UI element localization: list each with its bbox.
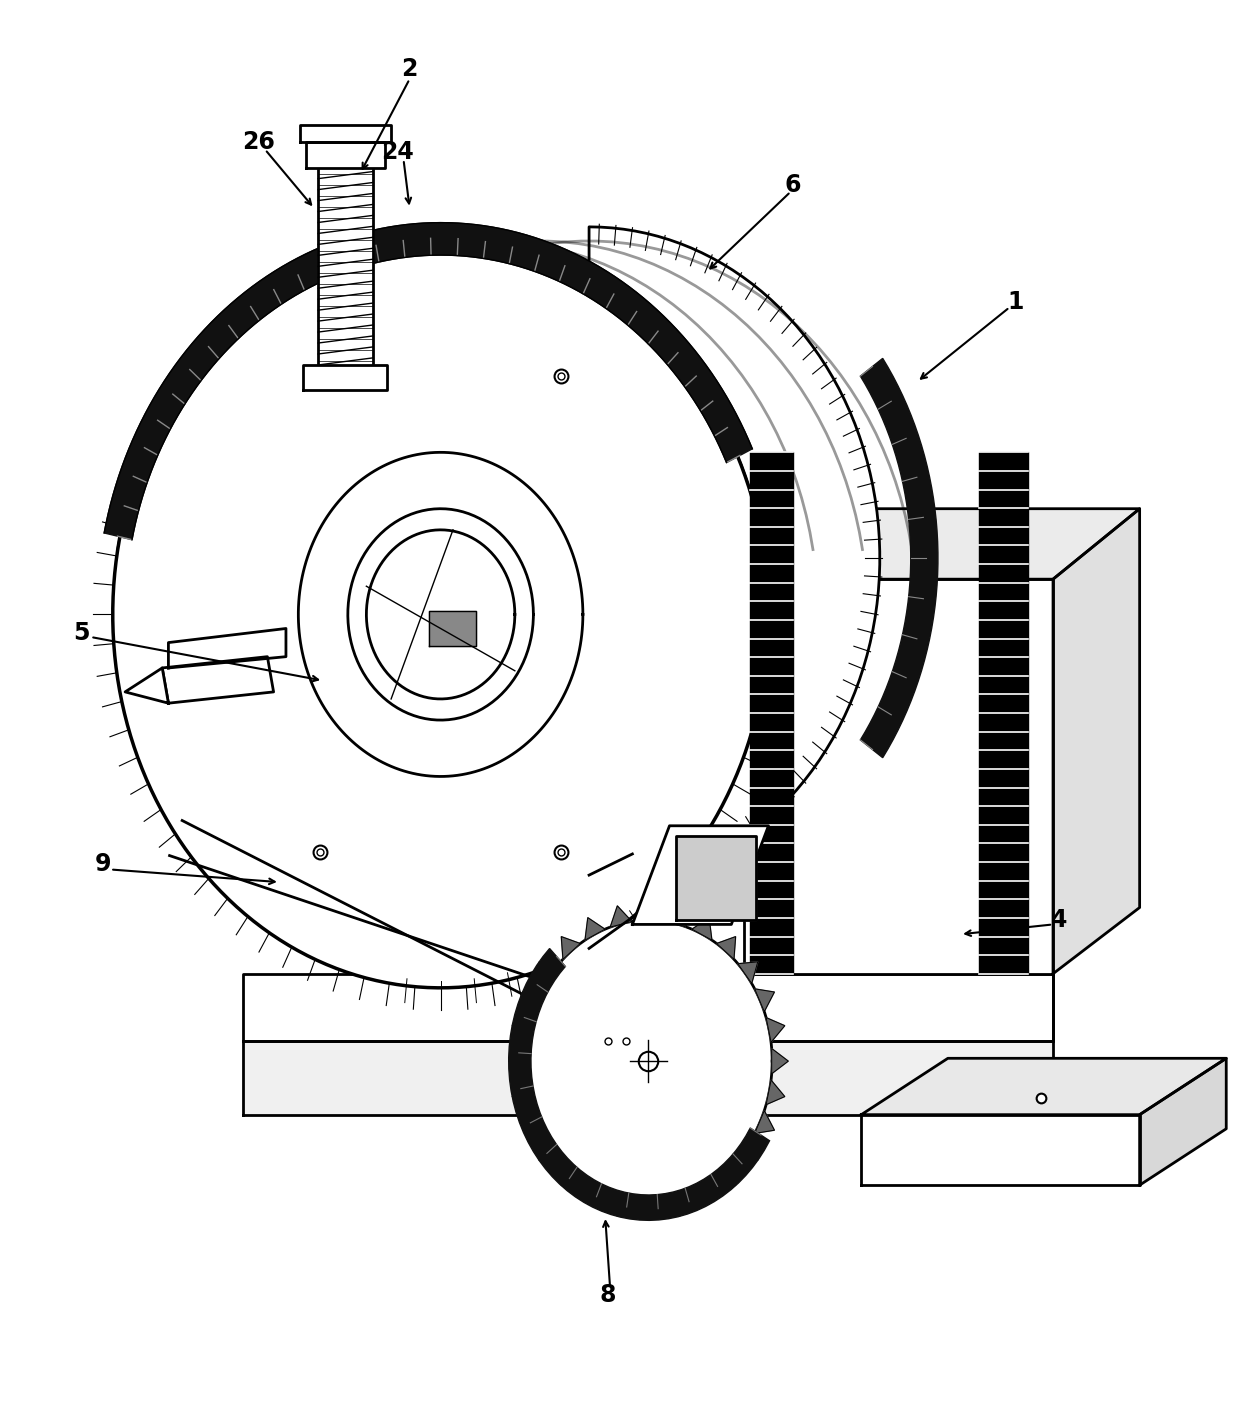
Polygon shape [861,359,937,758]
Polygon shape [637,902,660,921]
Polygon shape [512,1018,531,1042]
Polygon shape [755,1111,775,1134]
Text: 4: 4 [1052,908,1068,932]
Polygon shape [539,1138,559,1161]
Polygon shape [125,668,169,703]
Polygon shape [738,962,758,984]
Text: 5: 5 [73,621,91,645]
Polygon shape [1053,508,1140,974]
Polygon shape [113,241,769,988]
Text: 9: 9 [94,851,112,875]
Text: 24: 24 [381,140,414,164]
Polygon shape [610,1195,632,1216]
Polygon shape [862,1114,1140,1185]
Polygon shape [632,826,769,925]
Text: 26: 26 [242,130,275,154]
Polygon shape [299,452,583,777]
Polygon shape [755,988,775,1011]
Polygon shape [306,143,384,168]
Polygon shape [744,508,1140,579]
Polygon shape [104,223,753,539]
Polygon shape [692,1182,712,1204]
Text: 1: 1 [1008,289,1024,313]
Polygon shape [676,836,756,921]
Polygon shape [1140,1059,1226,1185]
Polygon shape [539,962,559,984]
Polygon shape [585,918,605,940]
Polygon shape [978,452,1028,974]
Text: 2: 2 [402,56,418,80]
Polygon shape [366,530,515,699]
Polygon shape [738,1138,758,1161]
Polygon shape [744,579,1053,974]
Text: 6: 6 [785,172,801,196]
Polygon shape [162,657,274,703]
Polygon shape [522,988,542,1011]
Polygon shape [508,949,770,1220]
Polygon shape [637,1202,660,1220]
Polygon shape [717,1163,735,1186]
Polygon shape [585,1182,605,1204]
Polygon shape [300,126,391,143]
Polygon shape [665,1195,687,1216]
Polygon shape [717,936,735,959]
Polygon shape [508,1049,526,1073]
Polygon shape [243,974,1053,1042]
Text: 8: 8 [599,1284,616,1308]
Polygon shape [766,1080,785,1104]
Polygon shape [512,1080,531,1104]
Polygon shape [169,628,286,668]
Polygon shape [562,1163,580,1186]
Polygon shape [589,227,879,890]
Polygon shape [665,907,687,928]
Polygon shape [771,1049,789,1073]
Polygon shape [750,452,794,974]
Polygon shape [610,907,632,928]
Polygon shape [525,921,773,1202]
Polygon shape [304,364,387,390]
Polygon shape [766,1018,785,1042]
Polygon shape [429,611,476,647]
Polygon shape [862,1059,1226,1114]
Polygon shape [522,1111,542,1134]
Polygon shape [562,936,580,959]
Polygon shape [692,918,712,940]
Polygon shape [243,1042,1053,1114]
Polygon shape [319,168,372,364]
Polygon shape [348,508,533,720]
